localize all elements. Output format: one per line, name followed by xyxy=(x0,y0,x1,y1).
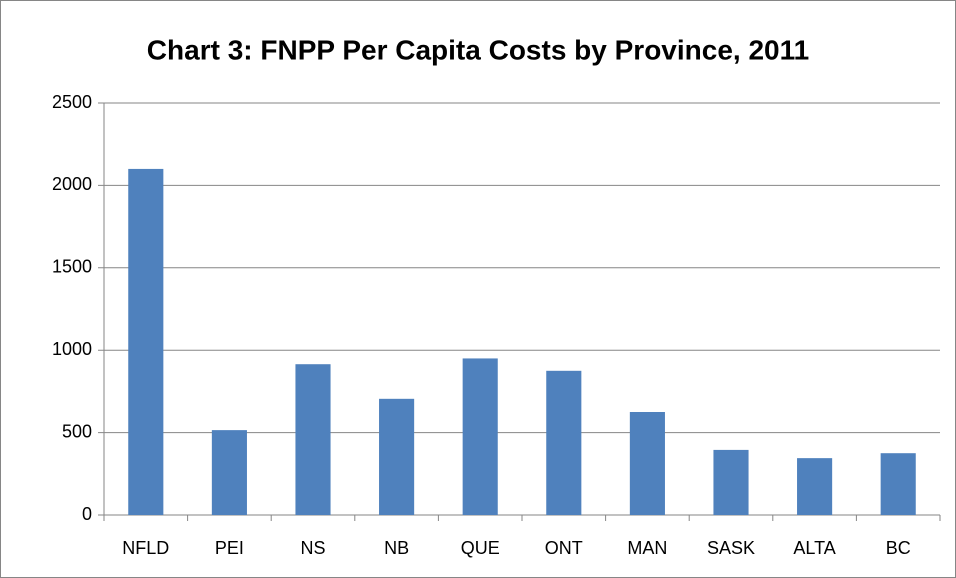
x-tick-label: QUE xyxy=(461,538,500,558)
x-tick-label: NS xyxy=(300,538,325,558)
x-tick-label: BC xyxy=(886,538,911,558)
bar xyxy=(379,398,415,515)
x-tick-label: NFLD xyxy=(122,538,169,558)
chart-title: Chart 3: FNPP Per Capita Costs by Provin… xyxy=(147,34,809,65)
bar xyxy=(211,430,247,515)
bar xyxy=(797,458,833,515)
bar xyxy=(128,168,164,516)
y-tick-label: 2500 xyxy=(52,92,92,112)
y-tick-label: 0 xyxy=(82,504,92,524)
y-tick-label: 500 xyxy=(62,421,92,441)
bar xyxy=(295,364,331,515)
x-tick-label: MAN xyxy=(627,538,667,558)
x-tick-label: ALTA xyxy=(793,538,835,558)
x-tick-label: ONT xyxy=(545,538,583,558)
bar xyxy=(629,412,665,515)
x-tick-label: NB xyxy=(384,538,409,558)
bar xyxy=(546,370,582,515)
y-tick-label: 1000 xyxy=(52,339,92,359)
x-tick-label: PEI xyxy=(215,538,244,558)
bar xyxy=(462,358,498,515)
y-tick-label: 1500 xyxy=(52,257,92,277)
bar xyxy=(713,449,749,515)
y-tick-label: 2000 xyxy=(52,174,92,194)
x-tick-label: SASK xyxy=(707,538,755,558)
bar xyxy=(880,453,916,515)
